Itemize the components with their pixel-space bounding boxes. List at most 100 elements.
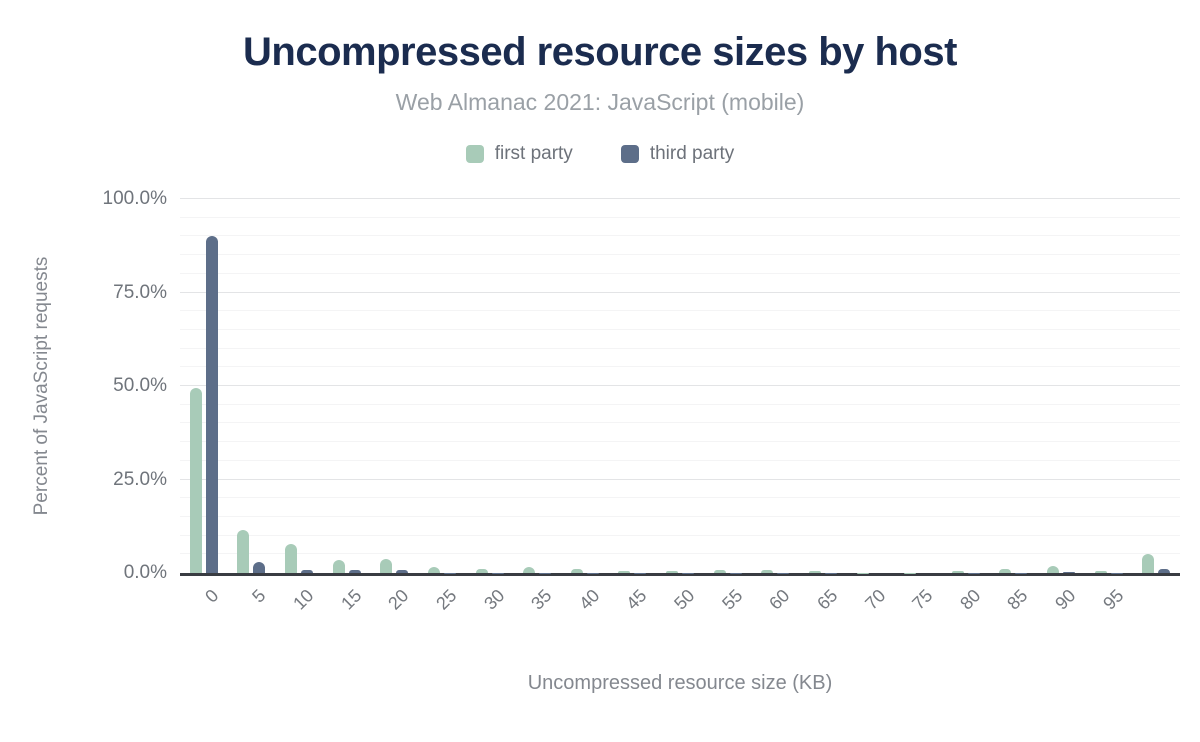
gridline: [180, 422, 1180, 424]
bar-first-party[interactable]: [618, 570, 631, 573]
bar-first-party[interactable]: [475, 568, 488, 573]
y-tick-label: 50.0%: [113, 375, 167, 396]
legend-swatch-first-party-icon: [465, 145, 484, 163]
bar-first-party[interactable]: [951, 570, 964, 573]
bar-third-party[interactable]: [253, 561, 266, 573]
bar-first-party[interactable]: [189, 387, 202, 573]
y-tick-label: 25.0%: [113, 468, 167, 490]
chart-title: Uncompressed resource sizes by host: [243, 30, 957, 74]
plot-area: 0 5 10 15 20 25 30 35 40 45 50 55 60 65 70 75 80 85 90 95 0…: [103, 188, 1181, 614]
gridline: [180, 347, 1180, 349]
gridline: [180, 291, 1180, 293]
gridline: [180, 497, 1180, 499]
gridline: [180, 385, 1180, 386]
bar-first-party[interactable]: [427, 567, 440, 573]
bar-first-party[interactable]: [713, 570, 726, 573]
bar-first-party[interactable]: [761, 570, 774, 573]
bar-first-party[interactable]: [523, 567, 536, 573]
bar-group: 20: [371, 199, 419, 614]
x-tick-label: 65: [813, 585, 842, 614]
bar-group: 95: [1085, 199, 1133, 614]
x-tick-label: 55: [717, 585, 747, 614]
x-tick-label: 0: [201, 585, 223, 607]
bar-group: 90: [1037, 199, 1085, 614]
bar-first-party[interactable]: [999, 568, 1012, 573]
bar-group: 45: [609, 199, 657, 614]
bar-first-party[interactable]: [1142, 553, 1155, 573]
bar-first-party[interactable]: [666, 570, 679, 573]
x-tick-label: 40: [574, 585, 604, 614]
y-tick-label: 0.0%: [123, 562, 167, 583]
gridline: [180, 198, 1180, 199]
gridline: [180, 328, 1180, 330]
x-tick-label: 75: [908, 585, 937, 614]
bars-layer: 0 5 10 15 20 25 30 35 40 45 50 55 60 65 70 75 80 85 90 95: [180, 199, 1181, 614]
bar-group: 55: [704, 199, 752, 614]
gridline: [180, 553, 1180, 555]
bar-first-party[interactable]: [332, 559, 345, 573]
x-tick-label: 5: [248, 585, 270, 607]
bar-group: 25: [418, 199, 466, 614]
bar-third-party[interactable]: [301, 570, 314, 573]
x-tick-label: 70: [860, 585, 889, 614]
x-axis-title: Uncompressed resource size (KB): [527, 672, 833, 694]
bar-third-party[interactable]: [1063, 572, 1076, 573]
gridline: [180, 254, 1180, 256]
bar-third-party[interactable]: [1158, 568, 1171, 573]
bar-group: 60: [752, 199, 800, 614]
gridline: [180, 272, 1180, 274]
bar-group: [1133, 199, 1181, 573]
bar-third-party[interactable]: [396, 570, 409, 573]
x-tick-label: 60: [765, 585, 794, 614]
x-tick-label: 20: [384, 585, 413, 614]
x-tick-label: 30: [479, 585, 508, 614]
y-tick-label: 100.0%: [102, 188, 167, 209]
bar-first-party[interactable]: [1047, 566, 1060, 573]
y-tick-label: 75.0%: [113, 281, 167, 303]
legend-label-third-party: third party: [649, 143, 735, 164]
y-axis-title: Percent of JavaScript requests: [31, 256, 52, 516]
gridline: [180, 534, 1180, 536]
gridline: [180, 441, 1180, 443]
bar-first-party[interactable]: [237, 530, 250, 573]
gridline: [180, 235, 1180, 237]
bar-group: 35: [513, 199, 561, 614]
x-tick-label: 45: [622, 585, 651, 614]
bar-group: 70: [847, 199, 895, 614]
x-tick-label: 85: [1003, 585, 1032, 614]
bar-group: 50: [656, 199, 704, 614]
gridline: [180, 403, 1180, 405]
x-tick-label: 25: [432, 585, 461, 614]
gridline: [180, 478, 1180, 480]
x-tick-label: 15: [336, 585, 366, 614]
x-tick-label: 35: [527, 585, 556, 614]
gridline: [180, 515, 1180, 517]
bar-first-party[interactable]: [380, 559, 393, 573]
bar-group: 30: [466, 199, 514, 614]
bar-third-party[interactable]: [348, 570, 361, 573]
x-tick-label: 10: [289, 585, 318, 614]
bar-first-party[interactable]: [1094, 570, 1107, 573]
bar-first-party[interactable]: [808, 570, 821, 573]
bar-group: 75: [894, 199, 942, 614]
bar-group: 5: [228, 199, 276, 607]
bar-group: 15: [323, 199, 371, 614]
legend-label-first-party: first party: [494, 143, 573, 164]
bar-group: 85: [990, 199, 1038, 614]
legend-item-third-party[interactable]: third party: [620, 143, 735, 165]
x-tick-label: 80: [955, 585, 985, 614]
gridline: [180, 366, 1180, 368]
chart-subtitle: Web Almanac 2021: JavaScript (mobile): [395, 89, 805, 115]
bar-group: 0: [180, 199, 228, 607]
legend-swatch-third-party-icon: [620, 145, 639, 163]
bar-group: 40: [561, 199, 609, 614]
bar-group: 80: [942, 199, 990, 614]
legend-item-first-party[interactable]: first party: [465, 143, 573, 165]
legend: first party third party: [0, 143, 1200, 165]
gridline: [180, 310, 1180, 312]
bar-third-party[interactable]: [205, 236, 218, 573]
x-tick-label: 95: [1098, 585, 1128, 614]
bar-first-party[interactable]: [285, 543, 298, 573]
gridline: [180, 216, 1180, 218]
bar-first-party[interactable]: [570, 568, 583, 573]
